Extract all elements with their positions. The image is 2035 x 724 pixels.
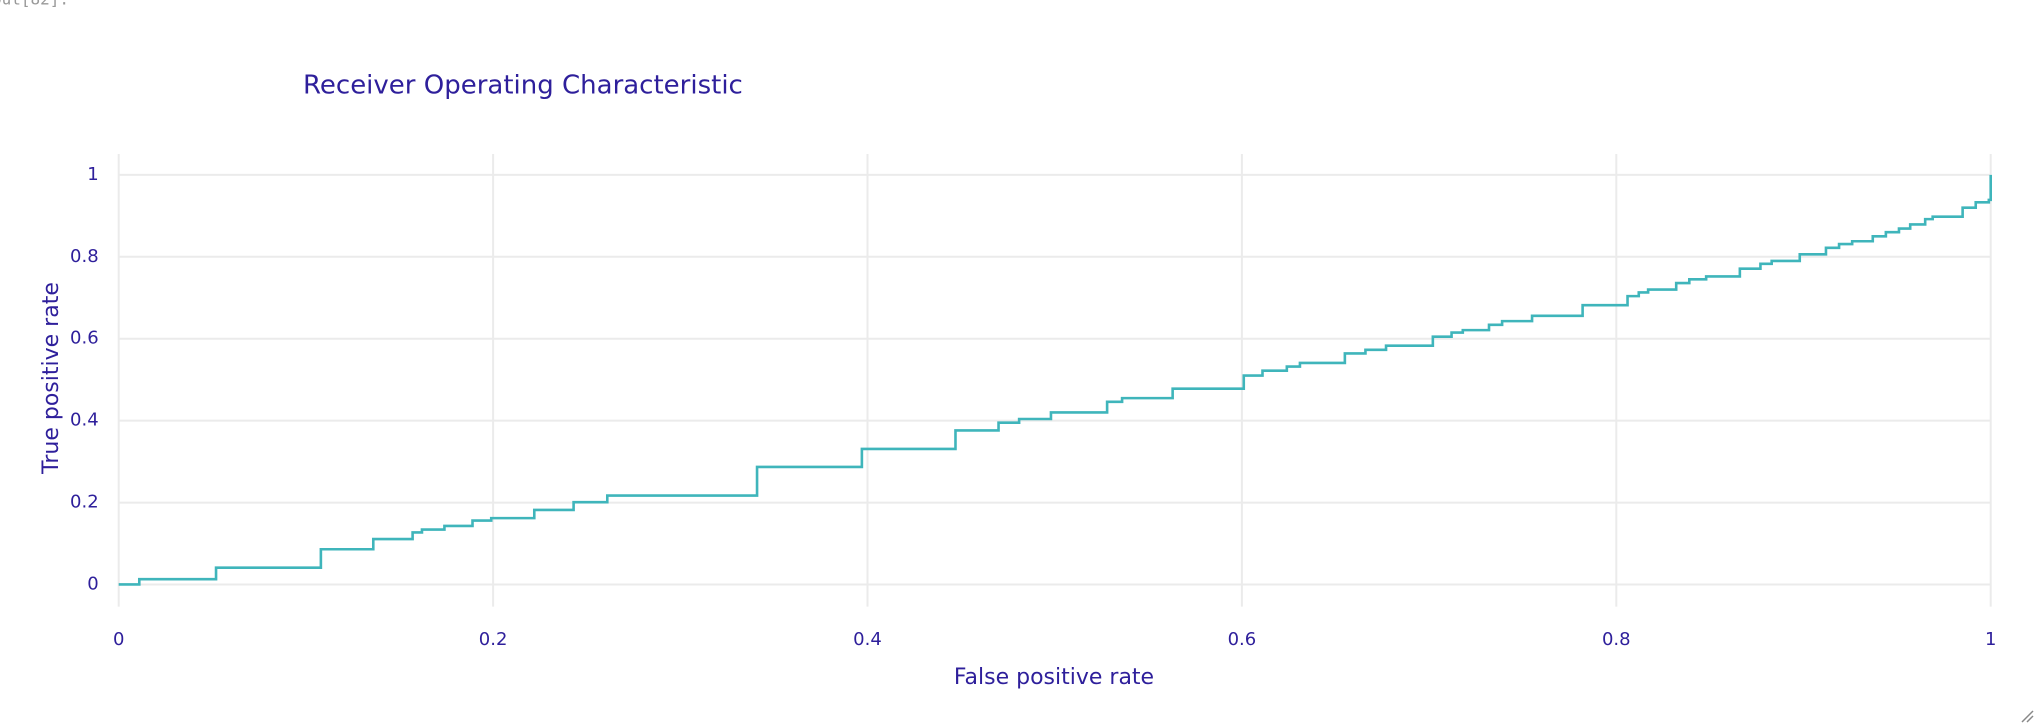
x-tick-label: 0.8 <box>1602 629 1631 650</box>
y-tick-label: 0.8 <box>70 246 99 267</box>
chart-title: Receiver Operating Characteristic <box>303 71 743 101</box>
x-tick-label: 0.4 <box>853 629 882 650</box>
y-tick-label: 0 <box>87 573 98 594</box>
grid <box>117 154 1992 607</box>
x-axis-label: False positive rate <box>954 665 1154 690</box>
resize-handle[interactable] <box>2021 710 2034 723</box>
x-tick-label: 1 <box>1985 629 1996 650</box>
x-tick-label: 0 <box>113 629 124 650</box>
y-axis-label: True positive rate <box>39 282 64 475</box>
y-tick-label: 0.2 <box>70 492 99 513</box>
roc-line <box>118 174 1992 586</box>
output-prompt: Out[82]: <box>0 0 69 9</box>
x-tick-label: 0.2 <box>479 629 508 650</box>
y-tick-label: 0.6 <box>70 328 99 349</box>
y-tick-label: 0.4 <box>70 410 99 431</box>
y-tick-label: 1 <box>87 164 98 185</box>
x-tick-label: 0.6 <box>1228 629 1257 650</box>
